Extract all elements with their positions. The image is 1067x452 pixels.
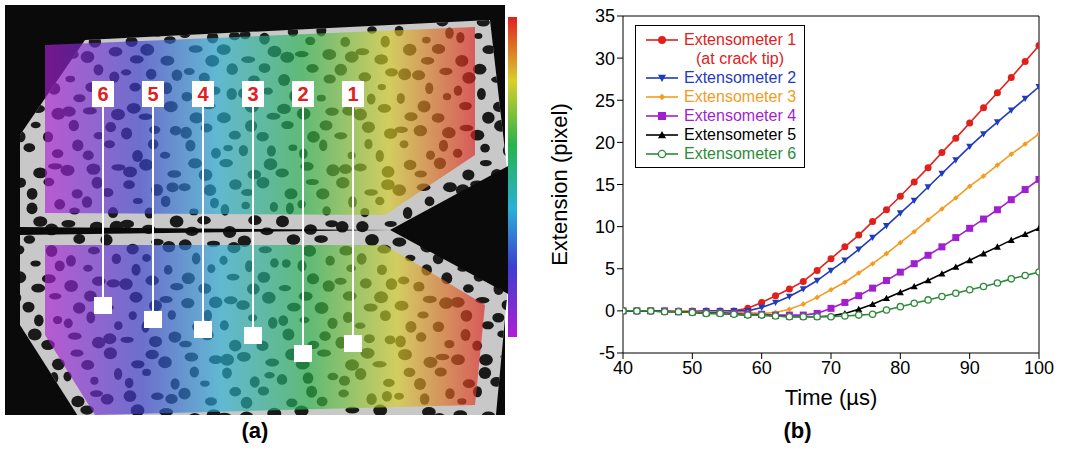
- svg-text:Time (µs): Time (µs): [785, 385, 878, 410]
- svg-text:10: 10: [595, 217, 615, 237]
- svg-text:30: 30: [595, 49, 615, 69]
- svg-text:3: 3: [247, 83, 258, 105]
- html-text:(at crack tip): (at crack tip): [696, 50, 784, 67]
- svg-text:1: 1: [347, 83, 358, 105]
- html-text:(b): (b): [783, 418, 812, 443]
- svg-text:100: 100: [1024, 358, 1054, 378]
- svg-text:90: 90: [960, 358, 980, 378]
- svg-text:50: 50: [682, 358, 702, 378]
- svg-text:5: 5: [605, 259, 615, 279]
- svg-text:0: 0: [605, 301, 615, 321]
- svg-text:35: 35: [595, 6, 615, 26]
- svg-text:80: 80: [890, 358, 910, 378]
- svg-text:Extension (pixel): Extension (pixel): [547, 103, 572, 266]
- html-text:Extensometer 6: Extensometer 6: [684, 145, 797, 162]
- svg-text:2: 2: [297, 83, 308, 105]
- svg-text:40: 40: [613, 358, 633, 378]
- html-text:(a): (a): [241, 418, 269, 443]
- svg-text:-5: -5: [599, 343, 615, 363]
- svg-text:60: 60: [752, 358, 772, 378]
- html-text:Extensometer 1: Extensometer 1: [684, 31, 797, 48]
- html-text:Extensometer 3: Extensometer 3: [684, 88, 797, 105]
- svg-text:70: 70: [821, 358, 841, 378]
- html-text:Extensometer 4: Extensometer 4: [684, 107, 797, 124]
- svg-text:25: 25: [595, 91, 615, 111]
- svg-text:5: 5: [147, 83, 158, 105]
- svg-text:15: 15: [595, 175, 615, 195]
- html-text:Extensometer 5: Extensometer 5: [684, 126, 797, 143]
- svg-text:4: 4: [197, 83, 209, 105]
- html-text:Extensometer 2: Extensometer 2: [684, 69, 797, 86]
- svg-text:20: 20: [595, 133, 615, 153]
- svg-text:6: 6: [97, 83, 108, 105]
